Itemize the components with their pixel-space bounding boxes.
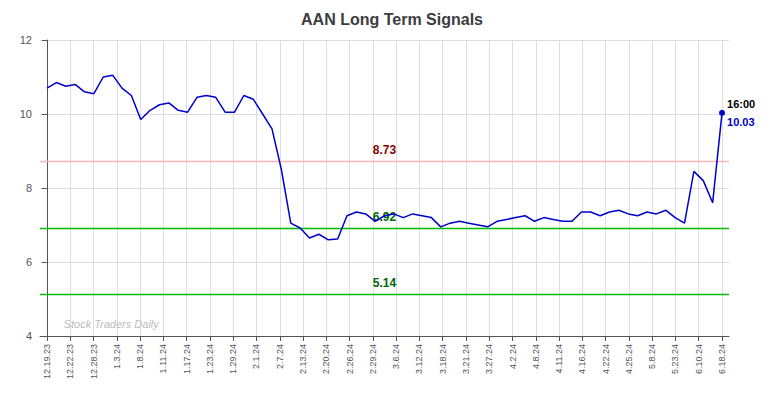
svg-text:12.22.23: 12.22.23 [65, 344, 75, 379]
svg-text:8: 8 [26, 182, 32, 194]
svg-text:2.1.24: 2.1.24 [251, 344, 261, 369]
svg-text:8.73: 8.73 [373, 143, 397, 157]
svg-text:5.8.24: 5.8.24 [647, 344, 657, 369]
svg-text:3.27.24: 3.27.24 [484, 344, 494, 374]
svg-text:2.13.24: 2.13.24 [298, 344, 308, 374]
svg-text:10.03: 10.03 [727, 116, 755, 128]
svg-text:5.14: 5.14 [373, 276, 397, 290]
svg-text:10: 10 [20, 108, 32, 120]
svg-text:1.8.24: 1.8.24 [135, 344, 145, 369]
svg-text:6.92: 6.92 [373, 210, 397, 224]
svg-text:1.29.24: 1.29.24 [228, 344, 238, 374]
svg-text:6: 6 [26, 256, 32, 268]
svg-text:4.25.24: 4.25.24 [624, 344, 634, 374]
svg-text:3.18.24: 3.18.24 [438, 344, 448, 374]
svg-text:4.22.24: 4.22.24 [601, 344, 611, 374]
svg-text:4.11.24: 4.11.24 [554, 344, 564, 373]
svg-text:4: 4 [26, 330, 32, 342]
svg-text:3.6.24: 3.6.24 [391, 344, 401, 369]
svg-text:6.18.24: 6.18.24 [717, 344, 727, 374]
svg-text:3.21.24: 3.21.24 [461, 344, 471, 374]
svg-text:3.12.24: 3.12.24 [414, 344, 424, 374]
svg-text:1.17.24: 1.17.24 [182, 344, 192, 374]
svg-text:2.29.24: 2.29.24 [368, 344, 378, 374]
svg-text:6.10.24: 6.10.24 [694, 344, 704, 374]
svg-text:16:00: 16:00 [727, 98, 755, 110]
svg-text:4.2.24: 4.2.24 [508, 344, 518, 369]
svg-text:2.7.24: 2.7.24 [275, 344, 285, 369]
svg-text:12.28.23: 12.28.23 [89, 344, 99, 379]
svg-text:4.16.24: 4.16.24 [577, 344, 587, 374]
svg-text:2.26.24: 2.26.24 [345, 344, 355, 374]
svg-text:AAN Long Term Signals: AAN Long Term Signals [301, 11, 483, 28]
svg-text:Stock Traders Daily: Stock Traders Daily [64, 318, 161, 330]
svg-text:1.11.24: 1.11.24 [158, 344, 168, 373]
svg-text:4.8.24: 4.8.24 [531, 344, 541, 369]
svg-text:5.23.24: 5.23.24 [670, 344, 680, 374]
svg-text:1.23.24: 1.23.24 [205, 344, 215, 374]
svg-text:1.3.24: 1.3.24 [112, 344, 122, 369]
svg-text:2.20.24: 2.20.24 [321, 344, 331, 374]
svg-text:12.19.23: 12.19.23 [42, 344, 52, 379]
svg-text:12: 12 [20, 34, 32, 46]
